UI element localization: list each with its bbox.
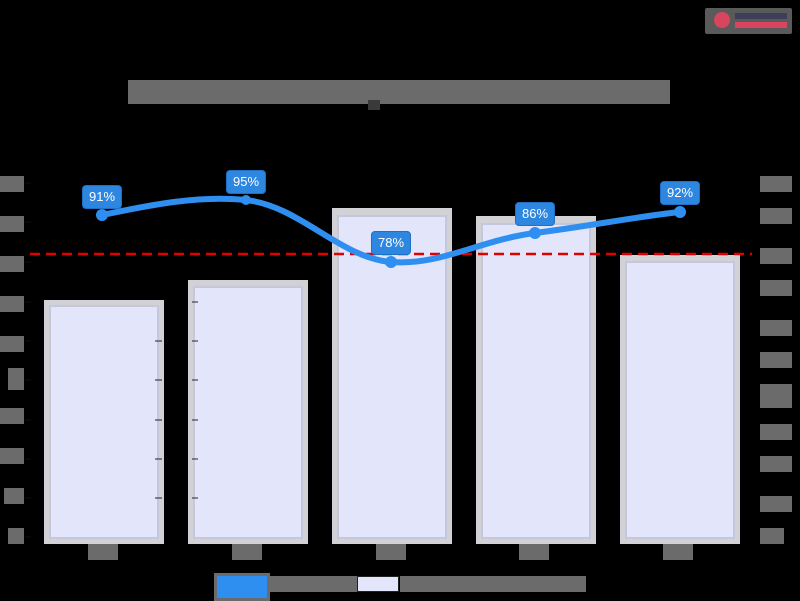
right-tick-label: [760, 280, 792, 296]
data-point[interactable]: [385, 256, 397, 268]
x-tick-label: [519, 544, 549, 560]
x-tick-label: [88, 544, 118, 560]
bar-series: [44, 208, 740, 544]
left-tick-label: [4, 488, 24, 504]
brand-logo: [705, 8, 792, 34]
logo-icon: [714, 12, 730, 28]
right-tick-label: [760, 496, 792, 512]
x-tick-label: [376, 544, 406, 560]
x-tick-label: [663, 544, 693, 560]
right-tick-label: [760, 248, 792, 264]
data-label: 86%: [514, 202, 556, 226]
right-tick-label: [760, 384, 792, 408]
right-tick-label: [760, 528, 784, 544]
left-tick-label: [0, 296, 24, 312]
line-points: [96, 195, 686, 268]
x-tick-label: [232, 544, 262, 560]
legend: [208, 570, 586, 601]
right-tick-label: [760, 320, 792, 336]
left-tick-label: [0, 256, 24, 272]
left-tick-label: [8, 368, 24, 390]
data-point[interactable]: [674, 206, 686, 218]
data-point[interactable]: [96, 209, 108, 221]
inner-ticks: [155, 301, 198, 499]
legend-bar-swatch[interactable]: [357, 576, 399, 592]
left-tick-label: [8, 528, 24, 544]
chart-title-fragment: [368, 100, 380, 110]
left-tick-label: [0, 176, 24, 192]
chart-title: [128, 80, 670, 104]
left-tick-label: [0, 408, 24, 424]
logo-wordmark-top: [735, 13, 787, 19]
left-tick-label: [0, 336, 24, 352]
data-label: 91%: [81, 185, 123, 209]
data-point[interactable]: [241, 195, 251, 205]
right-tick-label: [760, 352, 792, 368]
data-label: 78%: [370, 231, 412, 255]
data-label: 95%: [225, 170, 267, 194]
legend-bar-label: [400, 576, 586, 592]
left-axis: [25, 182, 31, 538]
right-tick-label: [760, 456, 792, 472]
legend-line-label: [268, 576, 358, 592]
logo-wordmark-bottom: [735, 22, 787, 28]
left-tick-label: [0, 216, 24, 232]
left-tick-label: [0, 448, 24, 464]
right-tick-label: [760, 208, 792, 224]
data-point[interactable]: [529, 227, 541, 239]
right-tick-label: [760, 176, 792, 192]
legend-line-swatch[interactable]: [214, 573, 270, 601]
data-label: 92%: [659, 181, 701, 205]
right-tick-label: [760, 424, 792, 440]
